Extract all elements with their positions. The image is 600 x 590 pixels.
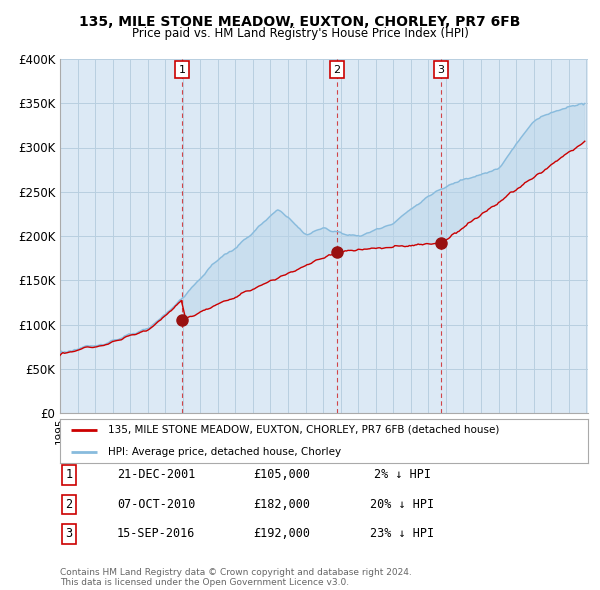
Text: £182,000: £182,000 [254,498,311,511]
Text: Contains HM Land Registry data © Crown copyright and database right 2024.
This d: Contains HM Land Registry data © Crown c… [60,568,412,587]
Text: 23% ↓ HPI: 23% ↓ HPI [370,527,434,540]
Text: HPI: Average price, detached house, Chorley: HPI: Average price, detached house, Chor… [107,447,341,457]
Text: £192,000: £192,000 [254,527,311,540]
Text: 135, MILE STONE MEADOW, EUXTON, CHORLEY, PR7 6FB (detached house): 135, MILE STONE MEADOW, EUXTON, CHORLEY,… [107,425,499,435]
Text: 1: 1 [179,65,186,74]
Text: 07-OCT-2010: 07-OCT-2010 [117,498,195,511]
Text: 21-DEC-2001: 21-DEC-2001 [117,468,195,481]
Text: 3: 3 [437,65,445,74]
Text: 1: 1 [65,468,73,481]
Text: 3: 3 [65,527,73,540]
Text: Price paid vs. HM Land Registry's House Price Index (HPI): Price paid vs. HM Land Registry's House … [131,27,469,40]
Text: £105,000: £105,000 [254,468,311,481]
Text: 2% ↓ HPI: 2% ↓ HPI [373,468,431,481]
Text: 20% ↓ HPI: 20% ↓ HPI [370,498,434,511]
Text: 135, MILE STONE MEADOW, EUXTON, CHORLEY, PR7 6FB: 135, MILE STONE MEADOW, EUXTON, CHORLEY,… [79,15,521,29]
Text: 2: 2 [333,65,340,74]
Text: 15-SEP-2016: 15-SEP-2016 [117,527,195,540]
Text: 2: 2 [65,498,73,511]
